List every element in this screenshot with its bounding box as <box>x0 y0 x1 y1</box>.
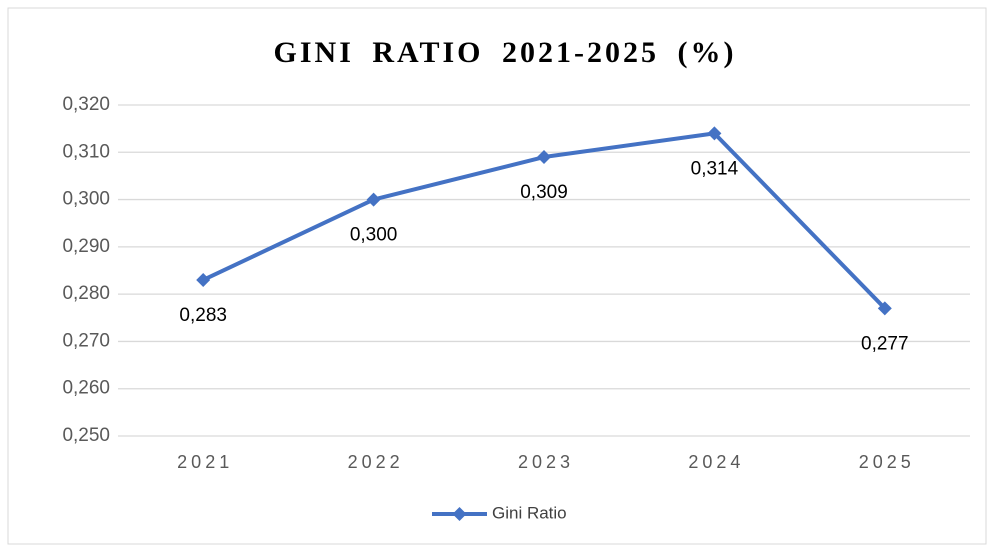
x-tick-label: 2024 <box>688 452 744 472</box>
legend-marker <box>452 507 467 521</box>
data-point <box>366 192 381 207</box>
y-tick-label: 0,300 <box>62 189 110 210</box>
data-point <box>877 301 892 316</box>
x-tick-label: 2021 <box>177 452 233 472</box>
x-tick-label: 2023 <box>518 452 574 472</box>
y-tick-label: 0,250 <box>62 425 110 446</box>
data-label: 0,314 <box>691 158 739 179</box>
chart-border <box>7 7 987 545</box>
data-point <box>707 126 722 141</box>
y-tick-label: 0,310 <box>62 141 110 162</box>
data-point <box>196 272 211 287</box>
x-tick-label: 2025 <box>859 452 915 472</box>
chart-title: GINI RATIO 2021-2025 (%) <box>274 36 737 69</box>
y-tick-label: 0,290 <box>62 236 110 257</box>
x-tick-label: 2022 <box>348 452 404 472</box>
y-tick-label: 0,260 <box>62 378 110 399</box>
data-label: 0,283 <box>179 305 227 326</box>
y-tick-label: 0,320 <box>62 94 110 115</box>
legend-label: Gini Ratio <box>492 503 567 522</box>
data-label: 0,277 <box>861 333 909 354</box>
y-tick-label: 0,270 <box>62 330 110 351</box>
y-tick-label: 0,280 <box>62 283 110 304</box>
data-label: 0,300 <box>350 225 398 246</box>
data-point <box>537 150 551 165</box>
data-label: 0,309 <box>520 182 568 203</box>
